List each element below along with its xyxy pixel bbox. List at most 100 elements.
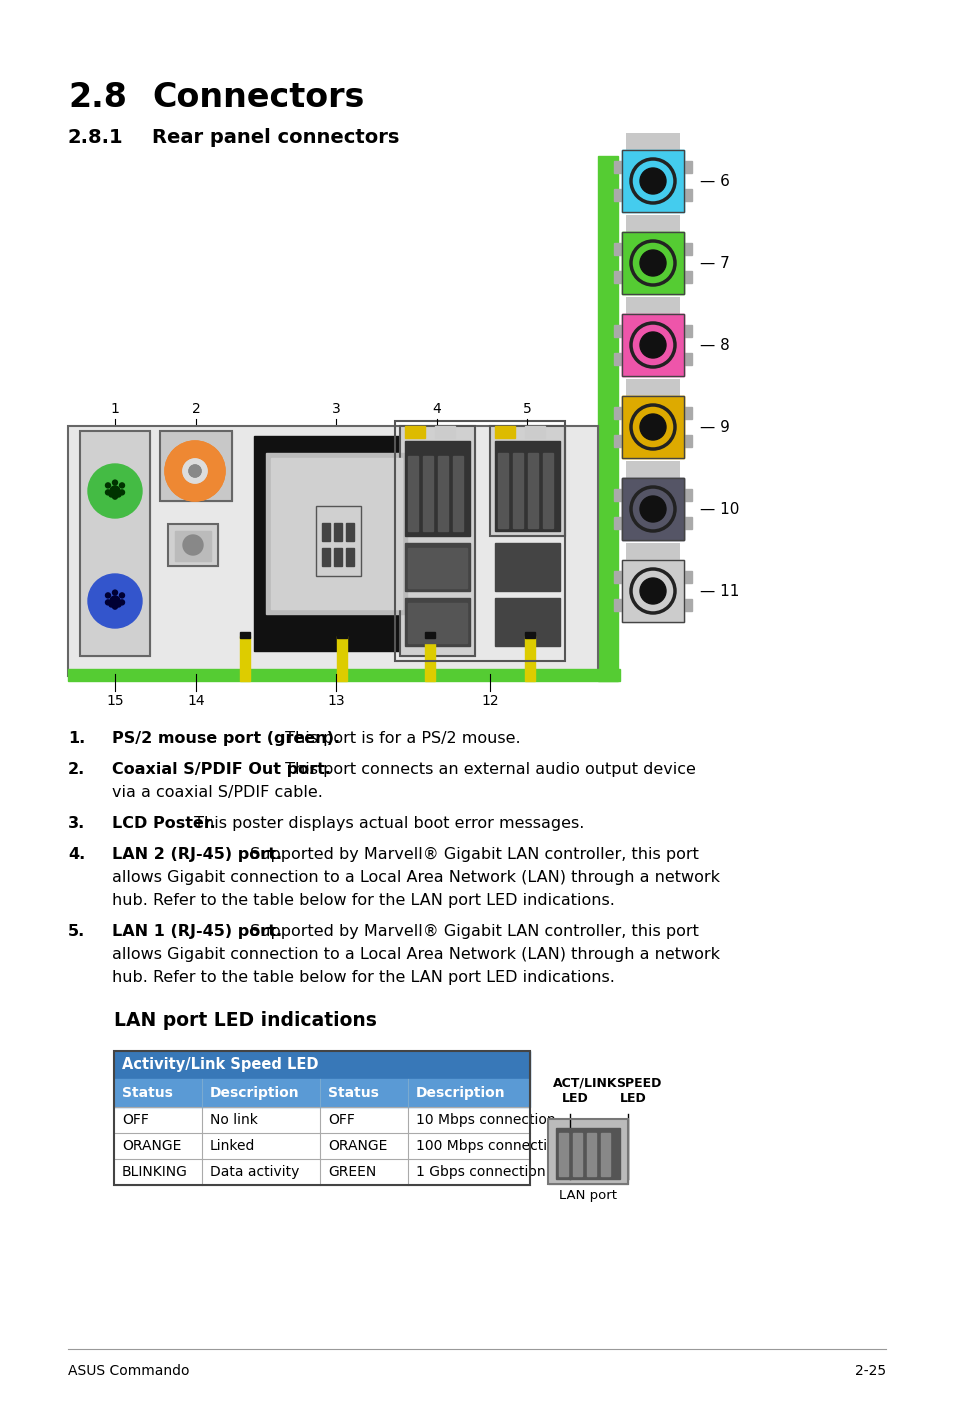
Bar	[598, 156, 618, 681]
Text: 4: 4	[432, 402, 441, 416]
Circle shape	[639, 332, 665, 359]
Bar	[547, 1119, 627, 1184]
Bar	[614, 353, 621, 366]
Bar	[683, 188, 691, 201]
Text: 1: 1	[111, 402, 119, 416]
Bar	[346, 523, 354, 541]
Circle shape	[116, 602, 121, 607]
Text: ACT/LINK: ACT/LINK	[553, 1077, 617, 1090]
Circle shape	[630, 569, 675, 613]
Bar	[495, 598, 559, 645]
Circle shape	[112, 494, 117, 499]
Bar	[573, 1133, 581, 1175]
Bar	[160, 432, 232, 501]
Text: — 10: — 10	[700, 502, 739, 516]
Text: 2-25: 2-25	[854, 1364, 885, 1378]
Bar	[614, 489, 621, 501]
Bar	[495, 426, 515, 439]
Bar	[495, 441, 559, 531]
Circle shape	[110, 596, 120, 606]
Text: 5.: 5.	[68, 924, 85, 939]
Bar	[315, 506, 360, 576]
Text: 2.8: 2.8	[68, 82, 127, 114]
Text: Status: Status	[328, 1085, 378, 1099]
Circle shape	[639, 578, 665, 605]
Bar	[240, 633, 250, 638]
Bar	[621, 232, 683, 294]
Bar	[683, 353, 691, 366]
Bar	[683, 517, 691, 529]
Text: allows Gigabit connection to a Local Area Network (LAN) through a network: allows Gigabit connection to a Local Are…	[112, 948, 720, 962]
Bar	[683, 599, 691, 612]
Circle shape	[165, 441, 225, 501]
Bar	[113, 1078, 530, 1107]
Text: 15: 15	[106, 695, 124, 709]
Circle shape	[639, 250, 665, 276]
Circle shape	[109, 602, 113, 607]
Circle shape	[116, 492, 121, 496]
Bar	[408, 603, 467, 643]
Text: 10 Mbps connection: 10 Mbps connection	[416, 1114, 555, 1128]
Text: OFF: OFF	[122, 1114, 149, 1128]
Text: Description: Description	[416, 1085, 505, 1099]
Bar	[453, 456, 462, 531]
Bar	[113, 1052, 530, 1185]
Bar	[334, 548, 341, 567]
Circle shape	[112, 605, 117, 609]
Circle shape	[183, 458, 207, 484]
Circle shape	[119, 482, 125, 488]
Bar	[625, 543, 679, 617]
Circle shape	[119, 593, 125, 598]
Text: Connectors: Connectors	[152, 82, 364, 114]
Bar	[621, 150, 683, 212]
Bar	[435, 426, 455, 439]
Circle shape	[630, 486, 675, 531]
Text: 4.: 4.	[68, 846, 85, 862]
Bar	[405, 441, 470, 536]
Circle shape	[88, 464, 142, 517]
Text: — 11: — 11	[700, 583, 739, 599]
Circle shape	[110, 486, 120, 496]
Bar	[558, 1133, 567, 1175]
Bar	[490, 426, 564, 536]
Text: LED: LED	[561, 1092, 588, 1105]
Text: 12: 12	[480, 695, 498, 709]
Bar	[625, 215, 679, 290]
Text: LAN port LED indications: LAN port LED indications	[113, 1011, 376, 1031]
Circle shape	[119, 600, 125, 605]
Text: 3.: 3.	[68, 815, 85, 831]
Text: PS/2 mouse port (green).: PS/2 mouse port (green).	[112, 731, 340, 747]
Bar	[490, 426, 564, 536]
Bar	[315, 506, 360, 576]
Bar	[113, 1052, 530, 1078]
Text: Status: Status	[122, 1085, 172, 1099]
Bar	[424, 636, 435, 681]
Bar	[405, 426, 424, 439]
Circle shape	[165, 441, 225, 501]
Text: 2: 2	[192, 402, 200, 416]
Bar	[556, 1128, 619, 1180]
Bar	[621, 314, 683, 375]
Text: 13: 13	[327, 695, 344, 709]
Bar	[80, 432, 150, 657]
Bar	[621, 314, 683, 375]
Bar	[683, 489, 691, 501]
Text: This port connects an external audio output device: This port connects an external audio out…	[280, 762, 695, 778]
Bar	[621, 232, 683, 294]
Text: Data activity: Data activity	[210, 1166, 299, 1180]
Text: Supported by Marvell® Gigabit LAN controller, this port: Supported by Marvell® Gigabit LAN contro…	[245, 924, 699, 939]
Bar	[174, 531, 211, 561]
Bar	[334, 523, 341, 541]
Bar	[160, 432, 232, 501]
Bar	[524, 633, 535, 638]
Circle shape	[630, 323, 675, 367]
Bar	[683, 406, 691, 419]
Bar	[683, 571, 691, 583]
Bar	[113, 1159, 530, 1185]
Circle shape	[88, 574, 142, 628]
Bar	[424, 633, 435, 638]
Bar	[399, 426, 475, 657]
Bar	[437, 456, 448, 531]
Circle shape	[106, 593, 111, 598]
Bar	[614, 162, 621, 173]
